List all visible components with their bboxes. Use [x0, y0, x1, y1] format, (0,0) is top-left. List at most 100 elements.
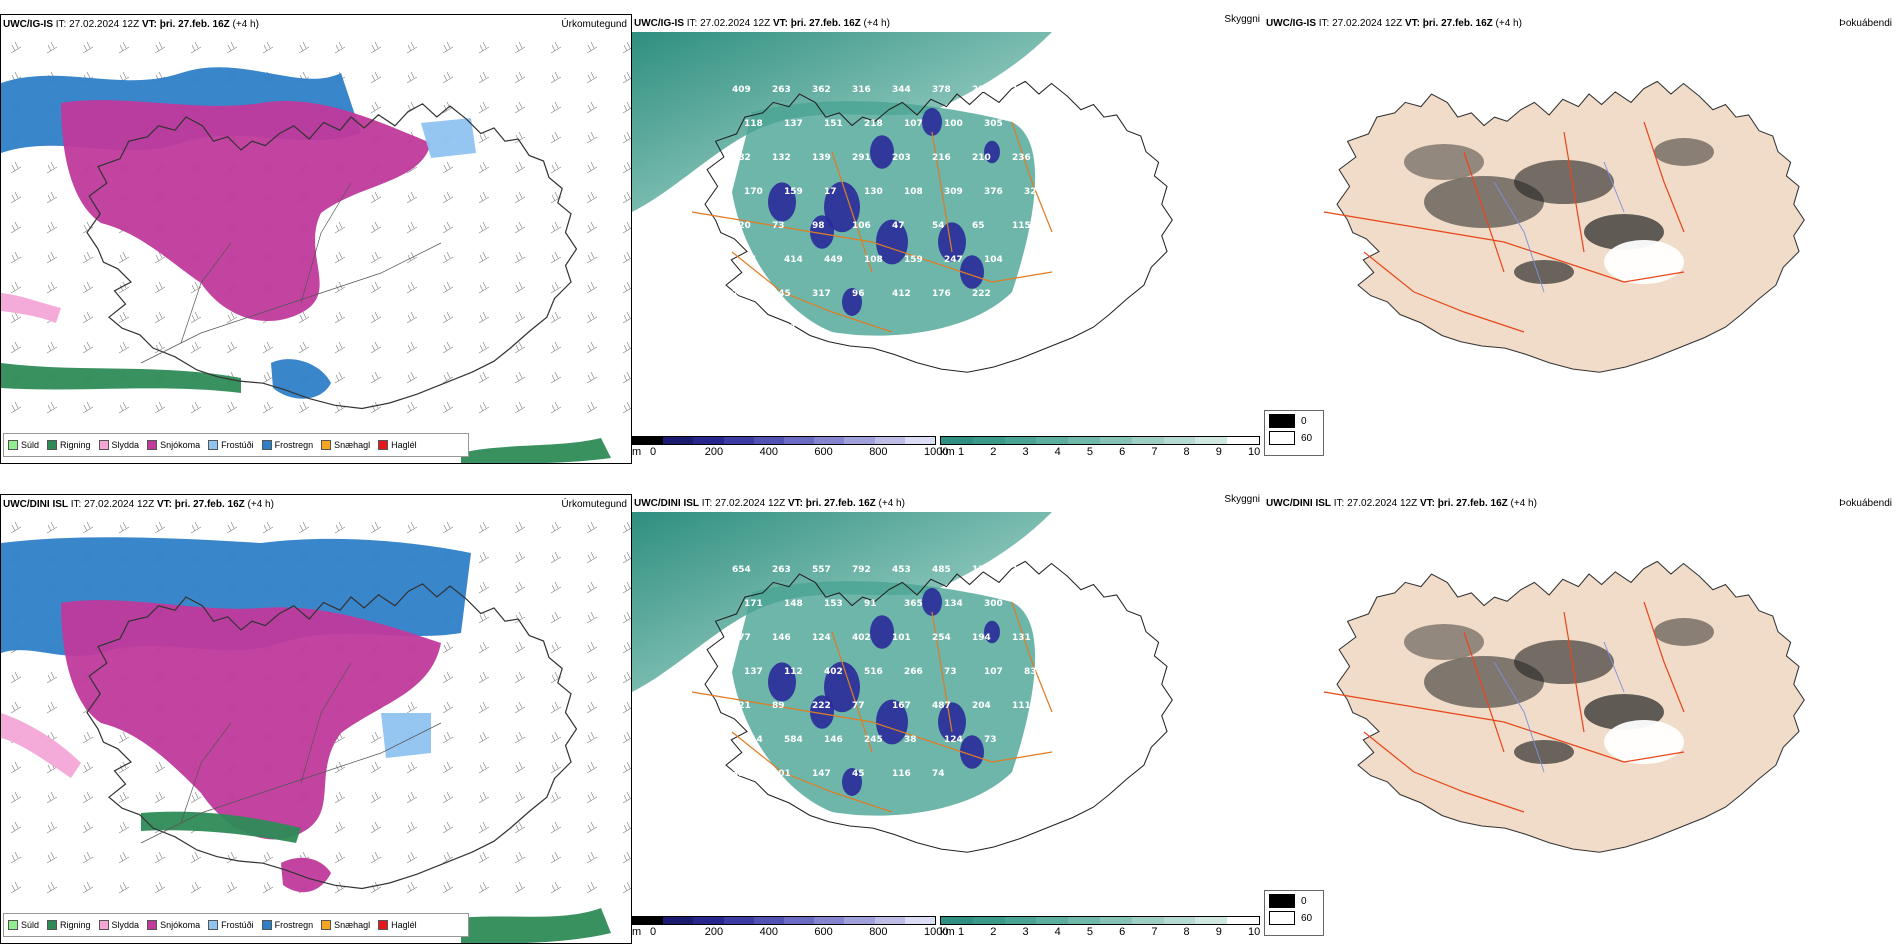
- wind-barb: [550, 731, 562, 744]
- wind-barb: [442, 341, 454, 354]
- wind-barb: [442, 281, 454, 294]
- legend-swatch: [147, 920, 158, 930]
- fog-label: 60: [1301, 432, 1313, 444]
- scale-cell: [1195, 917, 1228, 924]
- visibility-value: 309: [944, 187, 963, 197]
- rivers: [1493, 641, 1625, 773]
- visibility-layer: [632, 32, 1052, 336]
- visibility-value: 134: [944, 599, 963, 609]
- visibility-value: 291: [852, 153, 871, 163]
- visibility-value: 115: [1012, 221, 1031, 231]
- visibility-value: 792: [852, 565, 871, 575]
- wind-barb: [442, 761, 454, 774]
- wind-barb: [406, 41, 418, 54]
- wind-barb: [10, 791, 22, 804]
- fog-swatch: [1269, 414, 1295, 428]
- rivers: [1493, 161, 1625, 293]
- wind-barb: [118, 731, 130, 744]
- ceiling-patch: [870, 135, 894, 169]
- legend-swatch: [208, 440, 219, 450]
- wind-barb: [550, 851, 562, 864]
- visibility-value: 107: [904, 119, 923, 129]
- legend-item: Frostregn: [261, 440, 314, 450]
- wind-barb: [514, 641, 526, 654]
- wind-barb: [226, 401, 238, 414]
- ceiling-patch: [842, 288, 862, 316]
- legend-label: Frostúði: [221, 920, 254, 930]
- visibility-value: 147: [812, 769, 831, 779]
- scale-cell: [1099, 437, 1132, 444]
- wind-barb: [550, 881, 562, 894]
- wind-barb: [370, 821, 382, 834]
- visibility-value: 210: [972, 153, 991, 163]
- coastline: [86, 103, 578, 410]
- scale-tick: 6: [1119, 926, 1126, 938]
- wind-barb: [442, 191, 454, 204]
- ceiling-patch: [810, 695, 834, 729]
- visibility-value: 362: [812, 85, 831, 95]
- wind-barb: [586, 71, 598, 84]
- ceiling-patch: [810, 215, 834, 249]
- visibility-value: 146: [772, 633, 791, 643]
- wind-barb: [46, 521, 58, 534]
- wind-barb: [10, 341, 22, 354]
- scale-unit: m: [632, 926, 642, 938]
- wind-barb: [442, 221, 454, 234]
- visibility-value: 89: [772, 701, 785, 711]
- visibility-value: 485: [932, 565, 951, 575]
- scale-cell: [753, 917, 785, 924]
- wind-barb: [82, 761, 94, 774]
- legend-label: Slydda: [111, 440, 140, 450]
- precip-layer: [1, 41, 631, 463]
- wind-barb: [46, 281, 58, 294]
- visibility-value: 106: [852, 221, 871, 231]
- wind-barb: [514, 701, 526, 714]
- precip-area: [61, 600, 441, 840]
- legend-label: Frostregn: [274, 440, 314, 450]
- wind-barb: [442, 251, 454, 264]
- ceiling-patch: [938, 702, 966, 742]
- fog-patch: [1654, 138, 1714, 166]
- wind-barb: [46, 191, 58, 204]
- ceiling-patch: [922, 588, 942, 616]
- wind-barb: [478, 701, 490, 714]
- wind-barb: [622, 521, 631, 534]
- wind-barb: [622, 851, 631, 864]
- fog-legend-row: 0: [1265, 411, 1323, 428]
- visibility-value: 146: [824, 735, 843, 745]
- visibility-value: 378: [932, 85, 951, 95]
- scale-cell: [904, 917, 936, 924]
- visibility-value: 108: [864, 255, 883, 265]
- fog-patch: [1514, 640, 1614, 684]
- wind-barb: [262, 881, 274, 894]
- scale-bar: [632, 916, 936, 925]
- fog-swatch: [1269, 894, 1295, 908]
- wind-barb: [550, 521, 562, 534]
- wind-barb: [478, 401, 490, 414]
- wind-barb: [514, 371, 526, 384]
- visibility-panel-row1: UWC/IG-IS IT: 27.02.2024 12Z VT: þri. 27…: [632, 14, 1264, 464]
- legend-label: Slydda: [111, 920, 140, 930]
- scale-cell: [663, 917, 694, 924]
- wind-barb: [514, 401, 526, 414]
- wind-barb: [478, 101, 490, 114]
- scale-ticks: km 1 2 3 4 5 6 7 8 9 10: [940, 445, 1260, 459]
- fog-patch: [1514, 260, 1574, 284]
- legend-label: Snjókoma: [160, 440, 201, 450]
- wind-barb: [406, 401, 418, 414]
- legend-swatch: [98, 440, 109, 450]
- visibility-value: 148: [784, 599, 803, 609]
- wind-barb: [514, 191, 526, 204]
- visibility-value: 305: [984, 119, 1003, 129]
- wind-barb: [370, 791, 382, 804]
- visibility-scale-row2: km 1 2 3 4 5 6 7 8 9 10: [940, 916, 1260, 940]
- wind-barb: [154, 761, 166, 774]
- wind-barb: [514, 521, 526, 534]
- wind-barb: [622, 581, 631, 594]
- panel-label-fog: Þokuábendi: [1839, 18, 1892, 29]
- scale-cell: [844, 917, 875, 924]
- wind-barb: [370, 281, 382, 294]
- wind-barb: [442, 641, 454, 654]
- wind-barb: [586, 671, 598, 684]
- wind-barb: [46, 701, 58, 714]
